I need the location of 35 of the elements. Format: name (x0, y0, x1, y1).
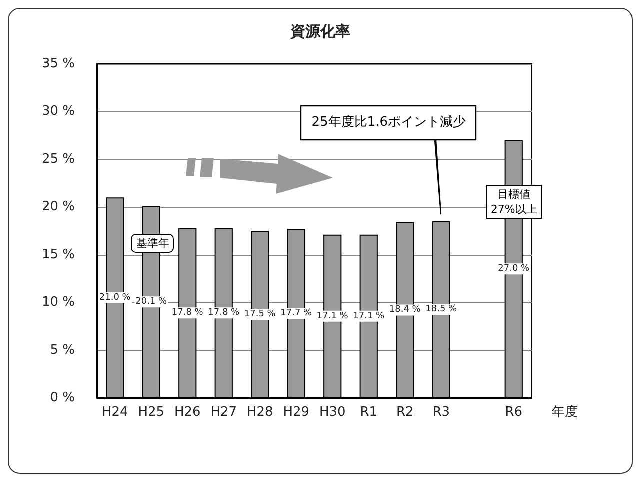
y-tick-label: 30 % (42, 104, 75, 120)
x-axis-title: 年度 (552, 404, 578, 420)
data-label: 17.1 % (353, 311, 386, 322)
x-tick-label: H29 (283, 405, 310, 420)
data-label: 17.5 % (244, 310, 276, 320)
data-label: 17.8 % (208, 308, 240, 318)
y-tick-label: 20 % (42, 200, 75, 215)
chart-title: 資源化率 (290, 22, 350, 40)
x-tick-label: H24 (102, 405, 128, 420)
x-tick-label: H26 (174, 405, 201, 420)
x-tick-label: R1 (360, 405, 378, 420)
x-tick-label: H30 (319, 405, 346, 420)
annotation: 目標値 27%以上 (490, 187, 538, 218)
data-label: 17.8 % (172, 308, 204, 318)
x-tick-label: R2 (396, 405, 414, 420)
x-tick-label: H27 (210, 405, 238, 420)
y-tick-label: 35 % (42, 56, 75, 72)
x-tick-label: R6 (505, 405, 523, 420)
y-tick-label: 5 % (50, 342, 75, 358)
x-tick-label: H28 (246, 405, 274, 420)
x-tick-label: R3 (432, 405, 450, 420)
data-label: 18.4 % (389, 305, 422, 316)
x-tick-label: H25 (138, 405, 165, 420)
data-label: 21.0 % (99, 292, 132, 303)
annotation: 基準年 (136, 236, 170, 252)
data-label: 17.1 % (316, 311, 349, 322)
y-tick-label: 15 % (42, 247, 75, 262)
data-label: 18.5 % (426, 304, 458, 315)
data-label: 17.7 % (280, 308, 313, 319)
y-tick-label: 10 % (42, 295, 75, 310)
data-label: 20.1 % (136, 297, 168, 308)
y-tick-label: 0 % (50, 390, 75, 406)
data-label: 27.0 % (498, 264, 530, 274)
annotation: 25年度比1.6ポイント減少 (310, 114, 467, 132)
y-tick-label: 25 % (42, 152, 75, 167)
